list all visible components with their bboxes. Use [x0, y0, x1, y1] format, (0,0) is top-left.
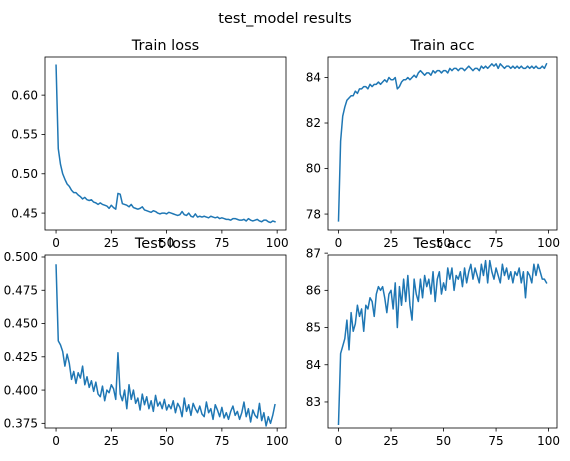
train-loss-xtick-label: 50	[159, 236, 174, 250]
train-loss-series-line	[55, 64, 276, 224]
train-loss-xtick-label: 75	[214, 236, 229, 250]
test-acc-xtick-label: 0	[335, 434, 343, 448]
train-acc-ytick-label: 80	[306, 162, 321, 176]
test-loss-xtick-label: 25	[104, 434, 119, 448]
train-loss-ytick-label: 0.60	[11, 88, 38, 102]
test-acc-axes-frame	[327, 254, 558, 429]
test-loss-ytick-label: 0.475	[4, 283, 38, 297]
test-loss-xtick-label: 75	[214, 434, 229, 448]
train-loss-ytick-label: 0.45	[11, 206, 38, 220]
train-loss-title: Train loss	[131, 38, 199, 54]
test-loss-ytick-label: 0.375	[4, 417, 38, 431]
train-loss-ytick-label: 0.55	[11, 128, 38, 142]
test-loss-ytick-label: 0.500	[4, 250, 38, 264]
test-acc-series-line	[337, 259, 548, 426]
train-loss-xtick-label: 100	[266, 236, 289, 250]
test-loss-xtick-label: 0	[52, 434, 60, 448]
test-acc-xtick-label: 25	[383, 434, 398, 448]
test-acc-xtick-label: 100	[537, 434, 560, 448]
test-loss-axes-frame	[44, 254, 287, 429]
test-loss-ytick-label: 0.400	[4, 383, 38, 397]
test-loss-ytick-label: 0.450	[4, 317, 38, 331]
test-acc-title: Test acc	[413, 236, 472, 252]
test-acc-ytick-label: 84	[306, 358, 321, 372]
test-acc-ytick-label: 86	[306, 284, 321, 298]
test-loss-ytick-label: 0.425	[4, 350, 38, 364]
test-acc-xtick-label: 50	[436, 434, 451, 448]
train-loss-ytick-label: 0.50	[11, 167, 38, 181]
figure-suptitle: test_model results	[218, 11, 351, 27]
test-loss-series-line	[55, 264, 276, 427]
train-loss-axes-frame	[44, 56, 287, 231]
train-acc-xtick-label: 100	[537, 236, 560, 250]
train-acc-axes-frame	[327, 56, 558, 231]
test-acc-ytick-label: 87	[306, 246, 321, 260]
train-loss-xtick-label: 25	[104, 236, 119, 250]
test-acc-xtick-label: 75	[488, 434, 503, 448]
subplot-test-acc: 0 25 50 75 100 83 84 85 86 87 Test acc	[306, 236, 560, 448]
train-acc-xtick-label: 25	[383, 236, 398, 250]
subplot-train-loss: 0 25 50 75 100 0.45 0.50 0.55 0.60 Train loss	[11, 38, 288, 250]
test-acc-ytick-label: 85	[306, 321, 321, 335]
train-acc-series-line	[337, 62, 548, 222]
train-acc-title: Train acc	[409, 38, 474, 54]
train-acc-ytick-label: 82	[306, 116, 321, 130]
train-acc-ytick-label: 84	[306, 71, 321, 85]
train-acc-xtick-label: 50	[436, 236, 451, 250]
subplot-test-loss: 0 25 50 75 100 0.375 0.400 0.425 0.450 0.475 0.500…	[4, 236, 289, 448]
train-loss-xtick-label: 0	[52, 236, 60, 250]
test-loss-xtick-label: 50	[159, 434, 174, 448]
train-acc-ytick-label: 78	[306, 207, 321, 221]
test-acc-ytick-label: 83	[306, 395, 321, 409]
subplot-train-acc: 0 25 50 75 100 78 80 82 84 Train acc	[306, 38, 560, 250]
test-loss-title: Test loss	[134, 236, 196, 252]
train-acc-xtick-label: 0	[335, 236, 343, 250]
train-acc-xtick-label: 75	[488, 236, 503, 250]
test-loss-xtick-label: 100	[266, 434, 289, 448]
